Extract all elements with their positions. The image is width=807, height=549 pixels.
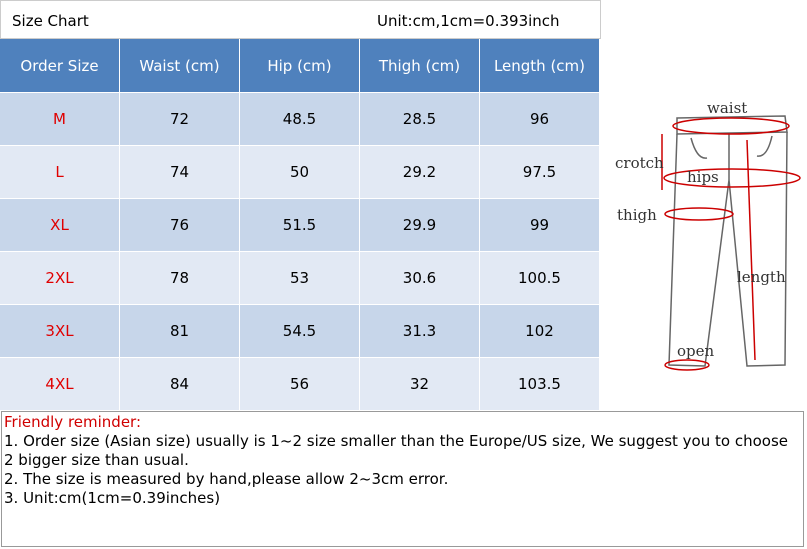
size-cell: M xyxy=(0,93,120,146)
value-cell: 76 xyxy=(120,199,240,252)
reminder-line: 3. Unit:cm(1cm=0.39inches) xyxy=(4,489,221,507)
label-length: length xyxy=(737,268,786,286)
value-cell: 74 xyxy=(120,146,240,199)
value-cell: 29.9 xyxy=(360,199,480,252)
size-cell: XL xyxy=(0,199,120,252)
value-cell: 32 xyxy=(360,358,480,411)
value-cell: 54.5 xyxy=(240,305,360,358)
column-header: Order Size xyxy=(0,39,120,93)
value-cell: 97.5 xyxy=(480,146,600,199)
value-cell: 81 xyxy=(120,305,240,358)
value-cell: 53 xyxy=(240,252,360,305)
value-cell: 78 xyxy=(120,252,240,305)
value-cell: 102 xyxy=(480,305,600,358)
value-cell: 29.2 xyxy=(360,146,480,199)
label-thigh: thigh xyxy=(617,206,657,224)
column-header: Thigh (cm) xyxy=(360,39,480,93)
reminder-line: 2. The size is measured by hand,please a… xyxy=(4,470,449,488)
reminder-line: 1. Order size (Asian size) usually is 1~… xyxy=(4,432,788,469)
label-hips: hips xyxy=(687,168,719,186)
column-header: Length (cm) xyxy=(480,39,600,93)
value-cell: 56 xyxy=(240,358,360,411)
title-bar: Size Chart Unit:cm,1cm=0.393inch xyxy=(0,0,601,39)
value-cell: 31.3 xyxy=(360,305,480,358)
value-cell: 103.5 xyxy=(480,358,600,411)
value-cell: 99 xyxy=(480,199,600,252)
value-cell: 30.6 xyxy=(360,252,480,305)
column-header: Hip (cm) xyxy=(240,39,360,93)
reminder: Friendly reminder: 1. Order size (Asian … xyxy=(1,411,804,547)
pants-outline xyxy=(668,115,788,367)
value-cell: 50 xyxy=(240,146,360,199)
size-cell: 4XL xyxy=(0,358,120,411)
unit: Unit:cm,1cm=0.393inch xyxy=(377,12,560,30)
value-cell: 48.5 xyxy=(240,93,360,146)
measure-marks xyxy=(661,117,801,371)
value-cell: 96 xyxy=(480,93,600,146)
size-cell: 3XL xyxy=(0,305,120,358)
label-open: open xyxy=(677,342,715,360)
value-cell: 28.5 xyxy=(360,93,480,146)
title: Size Chart xyxy=(12,12,89,30)
reminder-title: Friendly reminder: xyxy=(4,413,141,431)
size-cell: 2XL xyxy=(0,252,120,305)
label-waist: waist xyxy=(707,99,747,117)
value-cell: 72 xyxy=(120,93,240,146)
value-cell: 100.5 xyxy=(480,252,600,305)
size-cell: L xyxy=(0,146,120,199)
value-cell: 51.5 xyxy=(240,199,360,252)
pants-diagram: waist crotch hips thigh length open xyxy=(615,99,801,371)
column-header: Waist (cm) xyxy=(120,39,240,93)
value-cell: 84 xyxy=(120,358,240,411)
label-crotch: crotch xyxy=(615,154,664,172)
